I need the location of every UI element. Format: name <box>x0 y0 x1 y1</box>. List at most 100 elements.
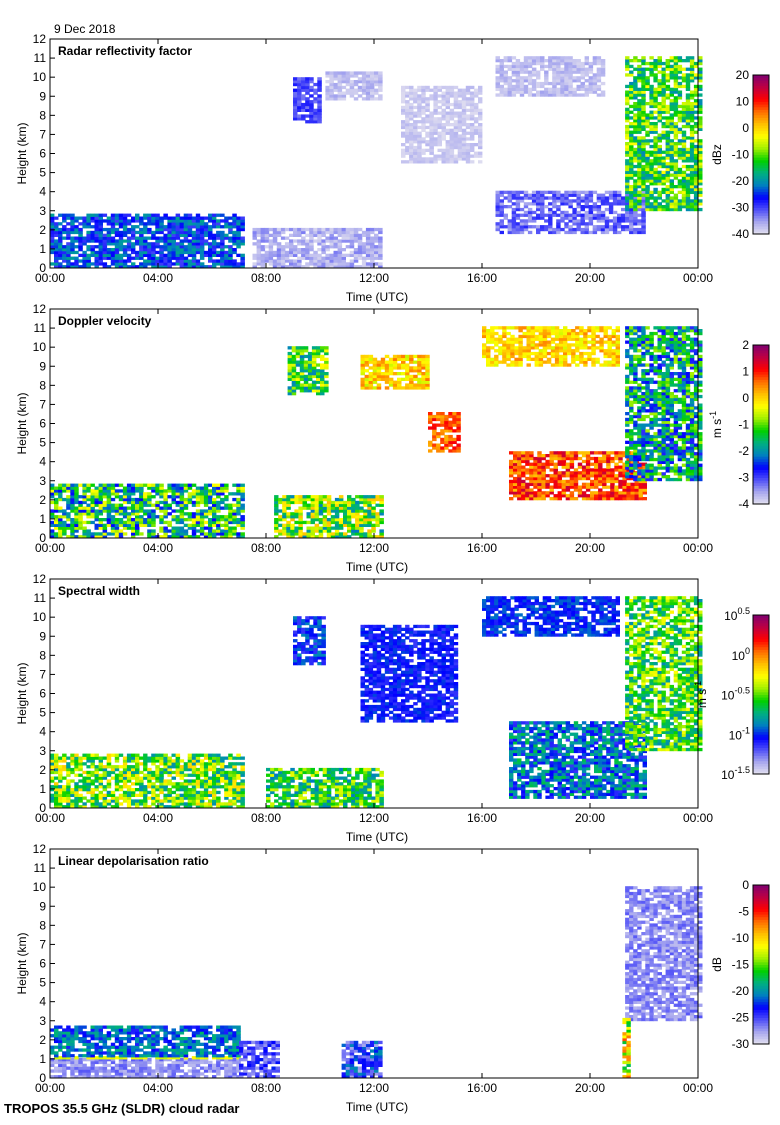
radar-pixel <box>589 194 594 197</box>
radar-pixel <box>159 237 164 240</box>
radar-pixel <box>385 378 390 381</box>
radar-pixel <box>95 217 99 220</box>
radar-pixel <box>653 79 657 82</box>
radar-pixel <box>320 358 325 361</box>
radar-pixel <box>131 492 135 495</box>
radar-pixel <box>446 100 450 103</box>
radar-pixel <box>653 62 657 65</box>
radar-pixel <box>330 231 334 234</box>
radar-pixel <box>374 257 379 260</box>
radar-pixel <box>633 79 637 82</box>
radar-pixel <box>563 326 567 329</box>
radar-pixel <box>265 245 270 248</box>
radar-pixel <box>409 155 413 158</box>
radar-pixel <box>560 88 564 91</box>
radar-pixel <box>556 231 560 234</box>
radar-pixel <box>666 179 671 182</box>
radar-pixel <box>666 168 671 171</box>
radar-pixel <box>686 136 690 139</box>
radar-pixel <box>367 532 372 535</box>
colorbar-swatch <box>753 141 769 144</box>
colorbar-swatch <box>753 168 769 171</box>
radar-pixel <box>633 156 637 159</box>
radar-pixel <box>359 507 364 510</box>
radar-pixel <box>490 326 494 329</box>
radar-pixel <box>413 100 418 103</box>
radar-pixel <box>698 93 703 96</box>
radar-pixel <box>377 372 382 375</box>
radar-pixel <box>405 123 410 126</box>
radar-pixel <box>301 228 306 231</box>
radar-pixel <box>54 532 59 535</box>
radar-pixel <box>567 329 571 332</box>
radar-pixel <box>698 79 703 82</box>
radar-pixel <box>127 518 131 521</box>
radar-pixel <box>366 92 371 95</box>
radar-pixel <box>417 152 422 155</box>
radar-pixel <box>552 194 557 197</box>
radar-pixel <box>297 239 302 242</box>
radar-pixel <box>111 257 115 260</box>
radar-pixel <box>658 194 663 197</box>
radar-pixel <box>334 257 339 260</box>
radar-pixel <box>508 93 512 96</box>
radar-pixel <box>62 515 67 518</box>
radar-pixel <box>278 532 283 535</box>
radar-pixel <box>338 239 343 242</box>
radar-pixel <box>74 492 78 495</box>
radar-pixel <box>317 94 322 97</box>
radar-pixel <box>662 111 666 114</box>
radar-pixel <box>666 79 671 82</box>
radar-pixel <box>307 515 312 518</box>
radar-pixel <box>436 424 441 427</box>
radar-pixel <box>629 211 633 214</box>
radar-pixel <box>74 225 78 228</box>
radar-pixel <box>478 155 482 158</box>
radar-pixel <box>365 369 370 372</box>
radar-pixel <box>609 202 613 205</box>
radar-pixel <box>540 191 545 194</box>
radar-pixel <box>528 56 532 59</box>
radar-pixel <box>585 225 589 228</box>
radar-pixel <box>629 202 633 205</box>
radar-pixel <box>528 208 532 211</box>
radar-pixel <box>208 214 213 217</box>
radar-pixel <box>421 366 426 369</box>
radar-pixel <box>212 248 216 251</box>
radar-pixel <box>425 372 429 375</box>
radar-pixel <box>115 228 119 231</box>
radar-pixel <box>547 335 552 338</box>
radar-pixel <box>454 155 459 158</box>
radar-pixel <box>317 106 322 109</box>
radar-pixel <box>548 93 552 96</box>
radar-pixel <box>315 515 320 518</box>
radar-pixel <box>107 487 112 490</box>
radar-pixel <box>151 262 156 265</box>
radar-pixel <box>670 174 674 177</box>
radar-pixel <box>350 92 355 95</box>
radar-pixel <box>510 361 514 364</box>
radar-pixel <box>330 228 334 231</box>
radar-pixel <box>625 125 629 128</box>
radar-pixel <box>454 92 459 95</box>
radar-pixel <box>127 231 131 234</box>
radar-pixel <box>290 515 295 518</box>
radar-pixel <box>115 239 119 242</box>
radar-pixel <box>107 228 112 231</box>
radar-pixel <box>674 71 678 74</box>
radar-pixel <box>535 346 539 349</box>
radar-pixel <box>641 116 645 119</box>
radar-pixel <box>82 262 86 265</box>
colorbar-swatch <box>753 226 769 229</box>
radar-pixel <box>354 234 359 237</box>
radar-pixel <box>261 234 266 237</box>
colorbar-swatch <box>753 104 769 107</box>
radar-pixel <box>670 71 674 74</box>
radar-pixel <box>119 234 123 237</box>
radar-pixel <box>282 507 287 510</box>
radar-pixel <box>192 484 197 487</box>
radar-pixel <box>188 501 193 504</box>
radar-pixel <box>184 257 189 260</box>
radar-pixel <box>91 234 95 237</box>
radar-pixel <box>690 71 694 74</box>
